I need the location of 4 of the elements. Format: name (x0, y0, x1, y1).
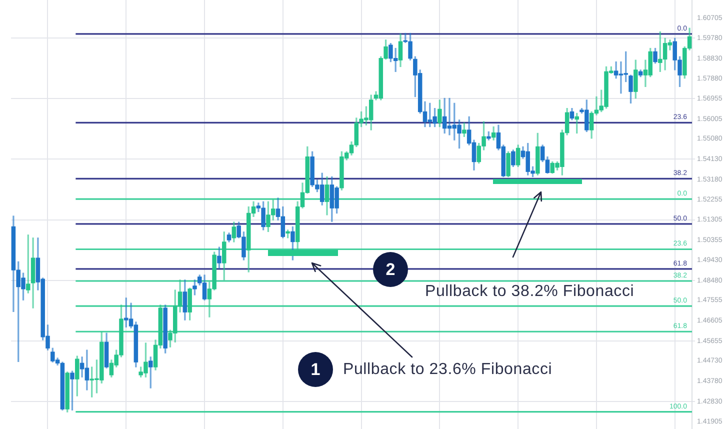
annotation: Pullback to 38.2% Fibonacci (425, 283, 634, 301)
annotation: Pullback to 23.6% Fibonacci (343, 361, 552, 379)
number-badge: 1 (298, 352, 333, 387)
number-badge: 2 (373, 252, 408, 287)
